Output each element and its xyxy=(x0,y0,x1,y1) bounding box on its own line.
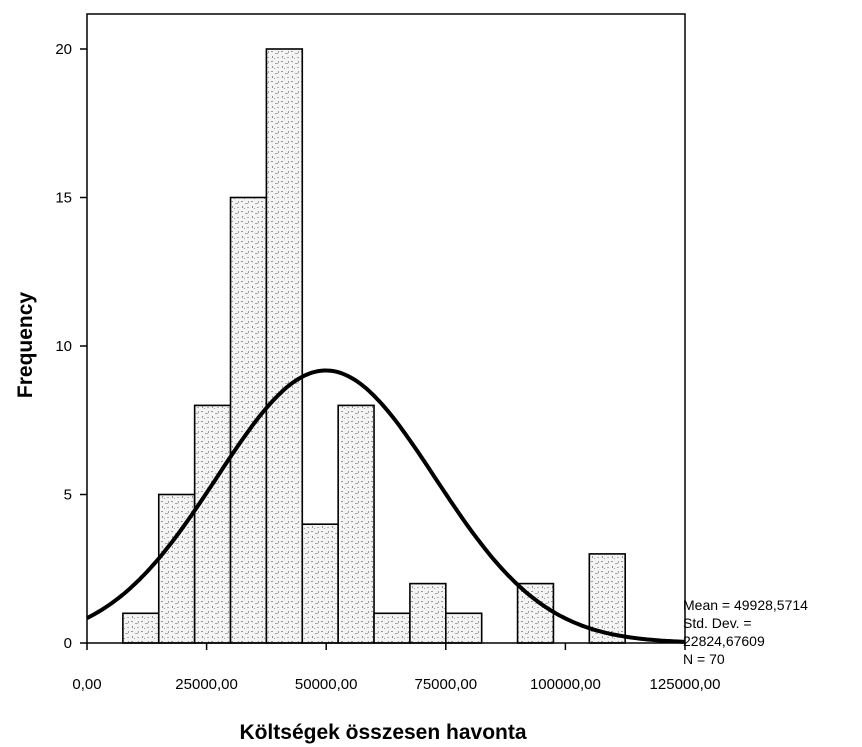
x-tick-label-5: 125000,00 xyxy=(650,676,721,693)
y-axis-title: Frequency xyxy=(14,292,37,399)
x-tick-label-1: 25000,00 xyxy=(175,676,238,693)
y-tick-label-2: 10 xyxy=(55,338,72,355)
y-tick-label-0: 0 xyxy=(64,635,72,652)
plot-area-frame xyxy=(86,13,686,644)
y-tick-label-3: 15 xyxy=(55,190,72,207)
y-axis: 0 5 10 15 20 xyxy=(55,41,87,652)
histogram-bar-7 xyxy=(373,612,411,644)
histogram-bars xyxy=(122,48,627,644)
y-tick-label-1: 5 xyxy=(64,487,72,504)
x-axis: 0,00 25000,00 50000,00 75000,00 100000,00 125… xyxy=(72,643,720,693)
statistics-box: Mean = 49928,5714 Std. Dev. = 22824,6760… xyxy=(683,596,808,668)
x-tick-label-4: 100000,00 xyxy=(530,676,601,693)
normal-curve-layer xyxy=(86,368,686,644)
x-tick-label-0: 0,00 xyxy=(72,676,101,693)
std-dev-label: Std. Dev. = xyxy=(683,615,752,631)
x-tick-label-3: 75000,00 xyxy=(415,676,478,693)
std-dev-value: 22824,67609 xyxy=(683,633,765,649)
histogram-bar-3 xyxy=(229,196,268,644)
histogram-bar-6 xyxy=(337,404,375,644)
histogram-bar-10 xyxy=(516,582,555,644)
mean-stat: Mean = 49928,5714 xyxy=(683,597,808,613)
n-stat: N = 70 xyxy=(683,651,725,667)
histogram-bar-9 xyxy=(444,612,483,644)
x-axis-title: Költségek összesen havonta xyxy=(239,721,526,744)
y-tick-label-4: 20 xyxy=(55,41,72,58)
histogram-bar-4 xyxy=(265,48,304,644)
normal-curve xyxy=(86,368,686,644)
x-tick-label-2: 50000,00 xyxy=(295,676,358,693)
histogram-bar-0 xyxy=(122,612,160,644)
histogram-bar-5 xyxy=(301,523,339,644)
histogram-bar-2 xyxy=(193,404,232,644)
histogram-bar-8 xyxy=(409,582,447,644)
